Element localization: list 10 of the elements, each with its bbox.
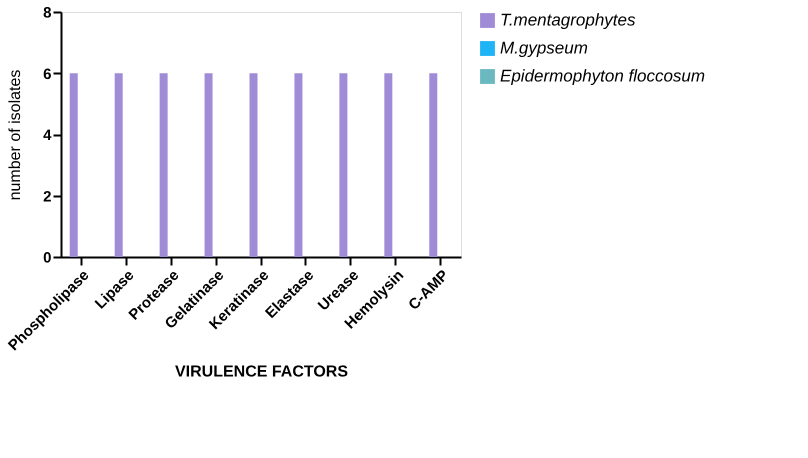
y-tick-label: 6 — [43, 66, 52, 83]
legend-label: T.mentagrophytes — [500, 10, 636, 30]
legend-label: Epidermophyton floccosum — [500, 66, 706, 86]
y-tick-label: 4 — [43, 127, 52, 144]
y-tick-label: 8 — [43, 4, 52, 22]
legend-label: M.gypseum — [500, 38, 588, 58]
x-axis-title: VIRULENCE FACTORS — [174, 364, 348, 381]
y-tick-label: 2 — [43, 188, 52, 206]
y-axis-title: number of isolates — [7, 70, 24, 200]
y-tick-label: 0 — [43, 250, 52, 266]
